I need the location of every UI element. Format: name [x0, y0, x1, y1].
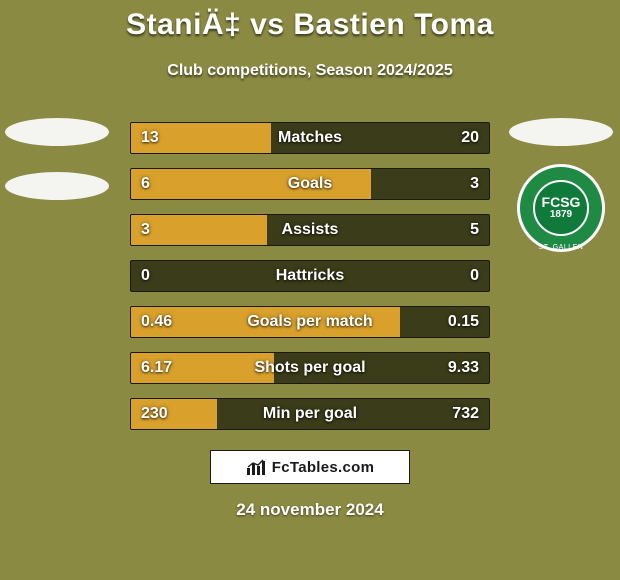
stat-value-right: 9.33: [448, 353, 479, 383]
stat-label: Shots per goal: [131, 353, 489, 383]
stat-label: Assists: [131, 215, 489, 245]
stat-row: 3Assists5: [130, 214, 490, 246]
right-player-crest-area: FCSG 1879 ST. GALLEN: [506, 118, 616, 252]
club-year: 1879: [550, 209, 572, 221]
stat-row: 6.17Shots per goal9.33: [130, 352, 490, 384]
stat-value-right: 5: [470, 215, 479, 245]
stat-value-right: 0: [470, 261, 479, 291]
subtitle: Club competitions, Season 2024/2025: [0, 62, 620, 80]
club-ring-label: ST. GALLEN: [520, 244, 602, 251]
stat-value-right: 0.15: [448, 307, 479, 337]
stat-row: 6Goals3: [130, 168, 490, 200]
stat-label: Goals: [131, 169, 489, 199]
stats-bar-list: 13Matches206Goals33Assists50Hattricks00.…: [130, 122, 490, 444]
generated-date: 24 november 2024: [0, 500, 620, 520]
stat-row: 13Matches20: [130, 122, 490, 154]
stat-label: Matches: [131, 123, 489, 153]
placeholder-ellipse: [5, 118, 109, 146]
club-abbr: FCSG: [542, 195, 581, 209]
stat-label: Hattricks: [131, 261, 489, 291]
stat-label: Goals per match: [131, 307, 489, 337]
stat-value-right: 3: [470, 169, 479, 199]
page-title: StaniÄ‡ vs Bastien Toma: [0, 8, 620, 42]
brand-chart-icon: [246, 458, 266, 476]
brand-box: FcTables.com: [210, 450, 410, 484]
stat-row: 0.46Goals per match0.15: [130, 306, 490, 338]
placeholder-ellipse: [5, 172, 109, 200]
left-player-crest-area: [2, 118, 112, 226]
club-badge-stgallen: FCSG 1879 ST. GALLEN: [517, 164, 605, 252]
stat-row: 230Min per goal732: [130, 398, 490, 430]
stat-row: 0Hattricks0: [130, 260, 490, 292]
stat-label: Min per goal: [131, 399, 489, 429]
stat-value-right: 20: [461, 123, 479, 153]
brand-text: FcTables.com: [272, 459, 375, 476]
stat-value-right: 732: [452, 399, 479, 429]
club-badge-inner: FCSG 1879: [533, 180, 589, 236]
placeholder-ellipse: [509, 118, 613, 146]
comparison-card: StaniÄ‡ vs Bastien Toma Club competition…: [0, 0, 620, 580]
